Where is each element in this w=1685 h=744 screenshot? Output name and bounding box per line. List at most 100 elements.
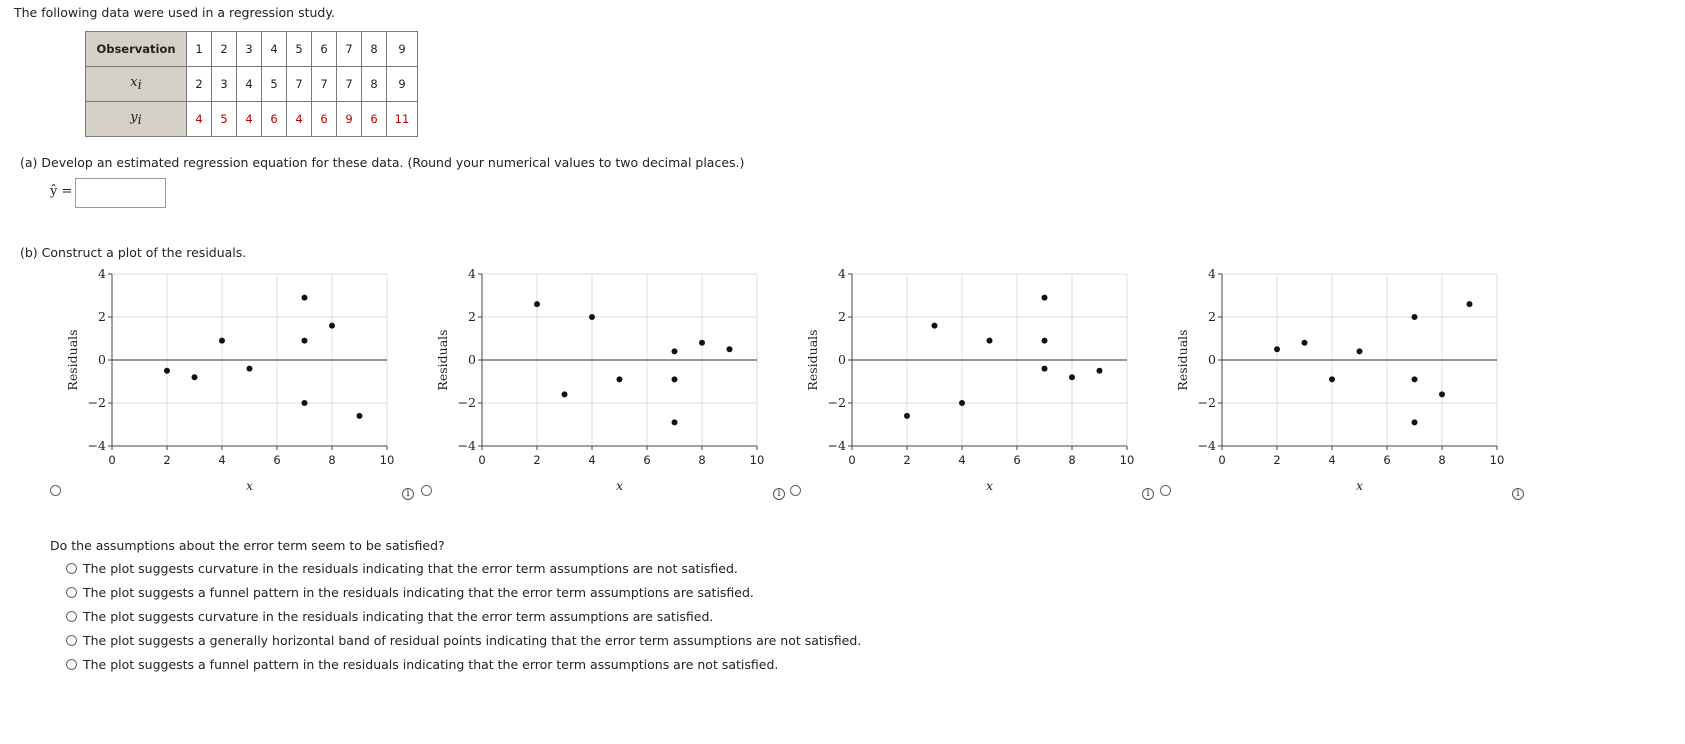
x-tick-label: 10 — [1490, 453, 1505, 467]
x-tick-label: 0 — [848, 453, 855, 467]
observation-cell: 9 — [386, 31, 418, 67]
yhat-label: ŷ = — [50, 184, 73, 199]
x-tick-label: 8 — [1438, 453, 1445, 467]
x-tick-label: 6 — [643, 453, 650, 467]
x-cell: 5 — [261, 66, 287, 102]
answer-radio[interactable] — [66, 610, 77, 622]
answer-radio[interactable] — [66, 658, 77, 670]
plot-3-radio[interactable] — [790, 485, 801, 496]
data-point — [1411, 419, 1418, 426]
data-point — [1041, 294, 1048, 301]
observation-row: Observation 1 2 3 4 5 6 7 8 9 — [85, 31, 418, 67]
y-tick-label: 2 — [98, 309, 106, 324]
y-cell: 9 — [336, 101, 362, 137]
y-cell: 6 — [361, 101, 387, 137]
x-axis-label: x — [616, 478, 623, 493]
plot-1-radio[interactable] — [50, 485, 61, 496]
x-axis-label: x — [986, 478, 993, 493]
x-tick-label: 6 — [1013, 453, 1020, 467]
data-point — [616, 376, 623, 383]
answer-radio[interactable] — [66, 586, 77, 598]
answer-option-3[interactable]: The plot suggests curvature in the resid… — [66, 608, 713, 624]
y-cell: 4 — [186, 101, 212, 137]
data-point — [1329, 376, 1335, 383]
data-point — [1439, 391, 1445, 398]
answer-option-2[interactable]: The plot suggests a funnel pattern in th… — [66, 584, 754, 600]
observation-cell: 7 — [336, 31, 362, 67]
y-tick-label: 2 — [1208, 309, 1216, 324]
x-row: xi 2 3 4 5 7 7 7 8 9 — [85, 66, 418, 102]
x-cell: 8 — [361, 66, 387, 102]
info-icon[interactable]: i — [402, 488, 414, 500]
data-point — [329, 322, 335, 329]
observation-cell: 8 — [361, 31, 387, 67]
x-axis-label: x — [1356, 478, 1363, 493]
y-tick-label: 2 — [468, 309, 476, 324]
answer-option-label: The plot suggests a generally horizontal… — [83, 632, 862, 648]
y-tick-label: 0 — [98, 352, 106, 367]
data-point — [1356, 348, 1363, 355]
y-cell: 6 — [311, 101, 337, 137]
observation-cell: 3 — [236, 31, 262, 67]
data-point — [1069, 374, 1075, 381]
x-tick-label: 4 — [958, 453, 965, 467]
observation-header: Observation — [85, 31, 187, 67]
answer-option-5[interactable]: The plot suggests a funnel pattern in th… — [66, 656, 778, 672]
x-cell: 3 — [211, 66, 237, 102]
data-point — [671, 348, 678, 355]
plot-2-radio[interactable] — [421, 485, 432, 496]
observation-cell: 4 — [261, 31, 287, 67]
x-subscript: i — [137, 78, 142, 94]
y-tick-label: 4 — [468, 266, 476, 281]
data-point — [589, 314, 595, 320]
x-header: xi — [85, 66, 187, 102]
x-tick-label: 2 — [1273, 453, 1280, 467]
x-tick-label: 6 — [1383, 453, 1390, 467]
y-axis-label: Residuals — [65, 329, 80, 390]
y-tick-label: −2 — [828, 395, 846, 410]
answer-radio[interactable] — [66, 634, 77, 646]
data-point — [671, 419, 678, 426]
answer-option-label: The plot suggests curvature in the resid… — [83, 608, 714, 624]
answer-option-4[interactable]: The plot suggests a generally horizontal… — [66, 632, 861, 648]
x-cell: 9 — [386, 66, 418, 102]
assumption-question: Do the assumptions about the error term … — [50, 538, 445, 553]
y-tick-label: −4 — [88, 438, 106, 453]
y-tick-label: 4 — [98, 266, 106, 281]
x-tick-label: 4 — [588, 453, 595, 467]
data-point — [534, 301, 540, 308]
answer-option-1[interactable]: The plot suggests curvature in the resid… — [66, 560, 738, 576]
x-tick-label: 2 — [903, 453, 910, 467]
y-header: yi — [85, 101, 187, 137]
observation-cell: 1 — [186, 31, 212, 67]
y-cell: 6 — [261, 101, 287, 137]
data-point — [1301, 339, 1308, 346]
data-point — [959, 400, 965, 406]
x-tick-label: 2 — [533, 453, 540, 467]
residual-plot-4: 0 2 4 6 8 10 −4 −2 0 2 4 x Residuals — [1175, 266, 1505, 493]
info-icon[interactable]: i — [773, 488, 785, 500]
x-tick-label: 8 — [328, 453, 335, 467]
regression-equation-input[interactable] — [75, 178, 166, 208]
y-tick-label: −4 — [828, 438, 846, 453]
y-tick-label: −2 — [458, 395, 476, 410]
x-tick-label: 2 — [163, 453, 170, 467]
info-icon[interactable]: i — [1512, 488, 1524, 500]
observation-cell: 6 — [311, 31, 337, 67]
plot-4-radio[interactable] — [1160, 485, 1171, 496]
data-point — [1274, 346, 1280, 353]
answer-radio[interactable] — [66, 562, 77, 574]
data-point — [986, 337, 993, 344]
x-cell: 7 — [286, 66, 312, 102]
y-tick-label: 0 — [838, 352, 846, 367]
data-point — [1411, 376, 1418, 383]
y-cell: 11 — [386, 101, 418, 137]
y-cell: 5 — [211, 101, 237, 137]
x-cell: 7 — [311, 66, 337, 102]
data-point — [904, 412, 910, 419]
info-icon[interactable]: i — [1142, 488, 1154, 500]
answer-option-label: The plot suggests a funnel pattern in th… — [83, 584, 754, 600]
x-tick-label: 4 — [1328, 453, 1335, 467]
x-tick-label: 6 — [273, 453, 280, 467]
data-point — [246, 365, 253, 372]
